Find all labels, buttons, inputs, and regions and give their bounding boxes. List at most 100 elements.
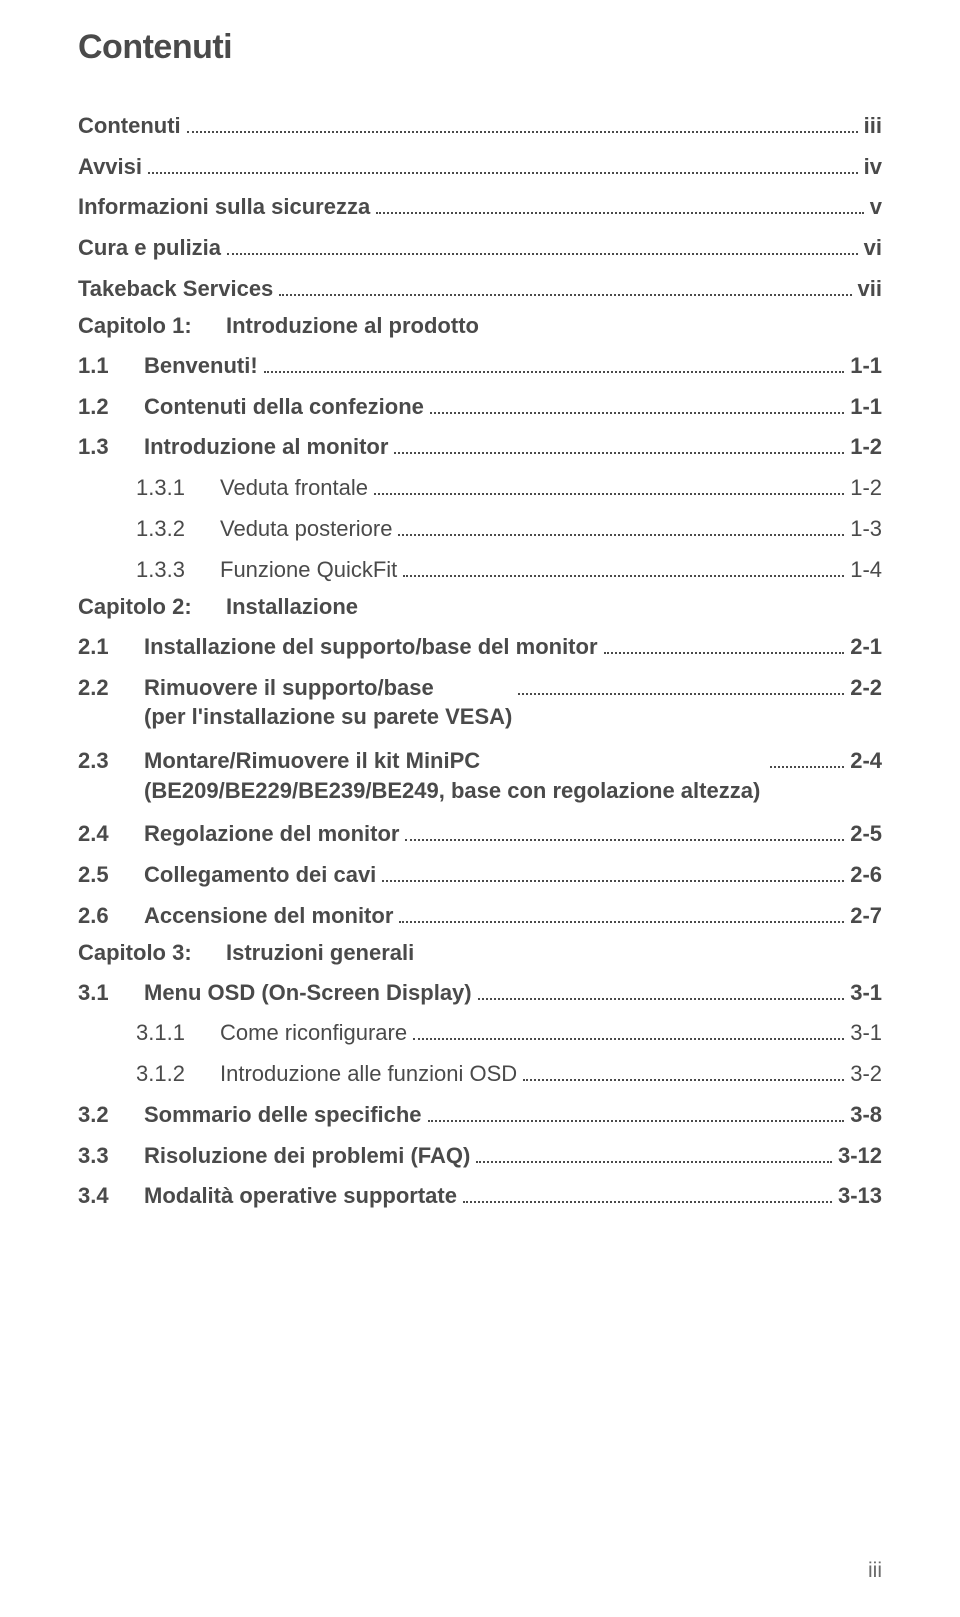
toc-page: 3-13 bbox=[838, 1185, 882, 1207]
toc-section-number: 3.3 bbox=[78, 1145, 144, 1167]
toc-page: iii bbox=[864, 115, 882, 137]
toc-section-number: 2.4 bbox=[78, 823, 144, 845]
toc-page: 1-2 bbox=[850, 436, 882, 458]
toc-page: vi bbox=[864, 237, 882, 259]
toc-label: Modalità operative supportate bbox=[144, 1185, 457, 1207]
toc-label: Cura e pulizia bbox=[78, 237, 221, 259]
chapter-number: Capitolo 3: bbox=[78, 942, 226, 964]
toc-label: Takeback Services bbox=[78, 278, 273, 300]
toc-leader bbox=[264, 351, 845, 373]
toc-page: 1-3 bbox=[850, 518, 882, 540]
document-page: Contenuti Contenuti iii Avvisi iv Inform… bbox=[0, 0, 960, 1617]
toc-entry: 2.4 Regolazione del monitor 2-5 bbox=[78, 819, 882, 846]
toc-entry: 3.3 Risoluzione dei problemi (FAQ) 3-12 bbox=[78, 1141, 882, 1168]
toc-page: 3-1 bbox=[850, 982, 882, 1004]
toc-section-number: 1.3 bbox=[78, 436, 144, 458]
toc-subentry: 3.1.1 Come riconfigurare 3-1 bbox=[78, 1019, 882, 1046]
toc-label: Montare/Rimuovere il kit MiniPC (BE209/B… bbox=[144, 746, 764, 805]
toc-leader bbox=[382, 860, 844, 882]
toc-entry: 1.1 Benvenuti! 1-1 bbox=[78, 351, 882, 378]
toc-section-number: 1.1 bbox=[78, 355, 144, 377]
table-of-contents: Contenuti iii Avvisi iv Informazioni sul… bbox=[78, 111, 882, 1208]
toc-section-number: 2.5 bbox=[78, 864, 144, 886]
toc-chapter-heading: Capitolo 1: Introduzione al prodotto bbox=[78, 315, 882, 337]
toc-leader bbox=[374, 473, 844, 495]
toc-label: Rimuovere il supporto/base (per l'instal… bbox=[144, 673, 512, 732]
toc-subsection-number: 3.1.2 bbox=[78, 1063, 220, 1085]
toc-leader bbox=[148, 152, 858, 174]
chapter-number: Capitolo 2: bbox=[78, 596, 226, 618]
toc-page: vii bbox=[858, 278, 882, 300]
toc-entry: 3.4 Modalità operative supportate 3-13 bbox=[78, 1182, 882, 1209]
toc-leader bbox=[430, 392, 844, 414]
toc-page: 1-2 bbox=[850, 477, 882, 499]
toc-label: Come riconfigurare bbox=[220, 1022, 407, 1044]
toc-leader bbox=[518, 673, 844, 695]
toc-leader bbox=[604, 632, 845, 654]
toc-leader bbox=[478, 978, 845, 1000]
toc-leader bbox=[394, 433, 844, 455]
toc-entry: Contenuti iii bbox=[78, 111, 882, 138]
toc-leader bbox=[523, 1059, 844, 1081]
toc-page: 2-2 bbox=[850, 677, 882, 699]
toc-page: 2-5 bbox=[850, 823, 882, 845]
toc-entry: Informazioni sulla sicurezza v bbox=[78, 193, 882, 220]
toc-page: 3-12 bbox=[838, 1145, 882, 1167]
toc-leader bbox=[476, 1141, 832, 1163]
toc-section-number: 1.2 bbox=[78, 396, 144, 418]
toc-subsection-number: 1.3.2 bbox=[78, 518, 220, 540]
toc-entry: 2.5 Collegamento dei cavi 2-6 bbox=[78, 860, 882, 887]
toc-section-number: 3.4 bbox=[78, 1185, 144, 1207]
toc-label: Accensione del monitor bbox=[144, 905, 393, 927]
toc-label: Veduta posteriore bbox=[220, 518, 392, 540]
toc-section-number: 2.2 bbox=[78, 677, 144, 699]
toc-label: Avvisi bbox=[78, 156, 142, 178]
chapter-title: Introduzione al prodotto bbox=[226, 315, 479, 337]
toc-chapter-heading: Capitolo 2: Installazione bbox=[78, 596, 882, 618]
chapter-title: Istruzioni generali bbox=[226, 942, 414, 964]
toc-leader bbox=[403, 555, 844, 577]
toc-page: 2-6 bbox=[850, 864, 882, 886]
toc-section-number: 2.1 bbox=[78, 636, 144, 658]
toc-page: 1-1 bbox=[850, 355, 882, 377]
toc-label: Contenuti della confezione bbox=[144, 396, 424, 418]
toc-page: 2-7 bbox=[850, 905, 882, 927]
toc-entry: Takeback Services vii bbox=[78, 274, 882, 301]
toc-leader bbox=[399, 901, 844, 923]
toc-page: iv bbox=[864, 156, 882, 178]
toc-leader bbox=[279, 274, 851, 296]
toc-entry: 1.3 Introduzione al monitor 1-2 bbox=[78, 433, 882, 460]
toc-page: 1-4 bbox=[850, 559, 882, 581]
toc-leader bbox=[770, 746, 844, 768]
toc-entry: 2.1 Installazione del supporto/base del … bbox=[78, 632, 882, 659]
toc-section-number: 3.1 bbox=[78, 982, 144, 1004]
toc-entry: 1.2 Contenuti della confezione 1-1 bbox=[78, 392, 882, 419]
page-number-footer: iii bbox=[868, 1559, 882, 1583]
toc-subsection-number: 1.3.1 bbox=[78, 477, 220, 499]
toc-label: Risoluzione dei problemi (FAQ) bbox=[144, 1145, 470, 1167]
toc-subentry: 3.1.2 Introduzione alle funzioni OSD 3-2 bbox=[78, 1059, 882, 1086]
toc-subentry: 1.3.2 Veduta posteriore 1-3 bbox=[78, 514, 882, 541]
toc-entry: 2.3 Montare/Rimuovere il kit MiniPC (BE2… bbox=[78, 746, 882, 805]
toc-label: Introduzione alle funzioni OSD bbox=[220, 1063, 517, 1085]
toc-subsection-number: 3.1.1 bbox=[78, 1022, 220, 1044]
toc-label: Informazioni sulla sicurezza bbox=[78, 196, 370, 218]
toc-subentry: 1.3.1 Veduta frontale 1-2 bbox=[78, 473, 882, 500]
toc-label: Regolazione del monitor bbox=[144, 823, 399, 845]
toc-label: Funzione QuickFit bbox=[220, 559, 397, 581]
toc-page: 3-8 bbox=[850, 1104, 882, 1126]
toc-section-number: 3.2 bbox=[78, 1104, 144, 1126]
toc-page: 2-1 bbox=[850, 636, 882, 658]
toc-label: Veduta frontale bbox=[220, 477, 368, 499]
chapter-number: Capitolo 1: bbox=[78, 315, 226, 337]
toc-label: Menu OSD (On-Screen Display) bbox=[144, 982, 472, 1004]
toc-label: Installazione del supporto/base del moni… bbox=[144, 636, 598, 658]
toc-entry: Cura e pulizia vi bbox=[78, 233, 882, 260]
toc-label: Collegamento dei cavi bbox=[144, 864, 376, 886]
toc-leader bbox=[428, 1100, 845, 1122]
toc-leader bbox=[376, 193, 864, 215]
page-title: Contenuti bbox=[78, 28, 882, 67]
toc-section-number: 2.6 bbox=[78, 905, 144, 927]
toc-label: Benvenuti! bbox=[144, 355, 258, 377]
toc-label: Contenuti bbox=[78, 115, 181, 137]
